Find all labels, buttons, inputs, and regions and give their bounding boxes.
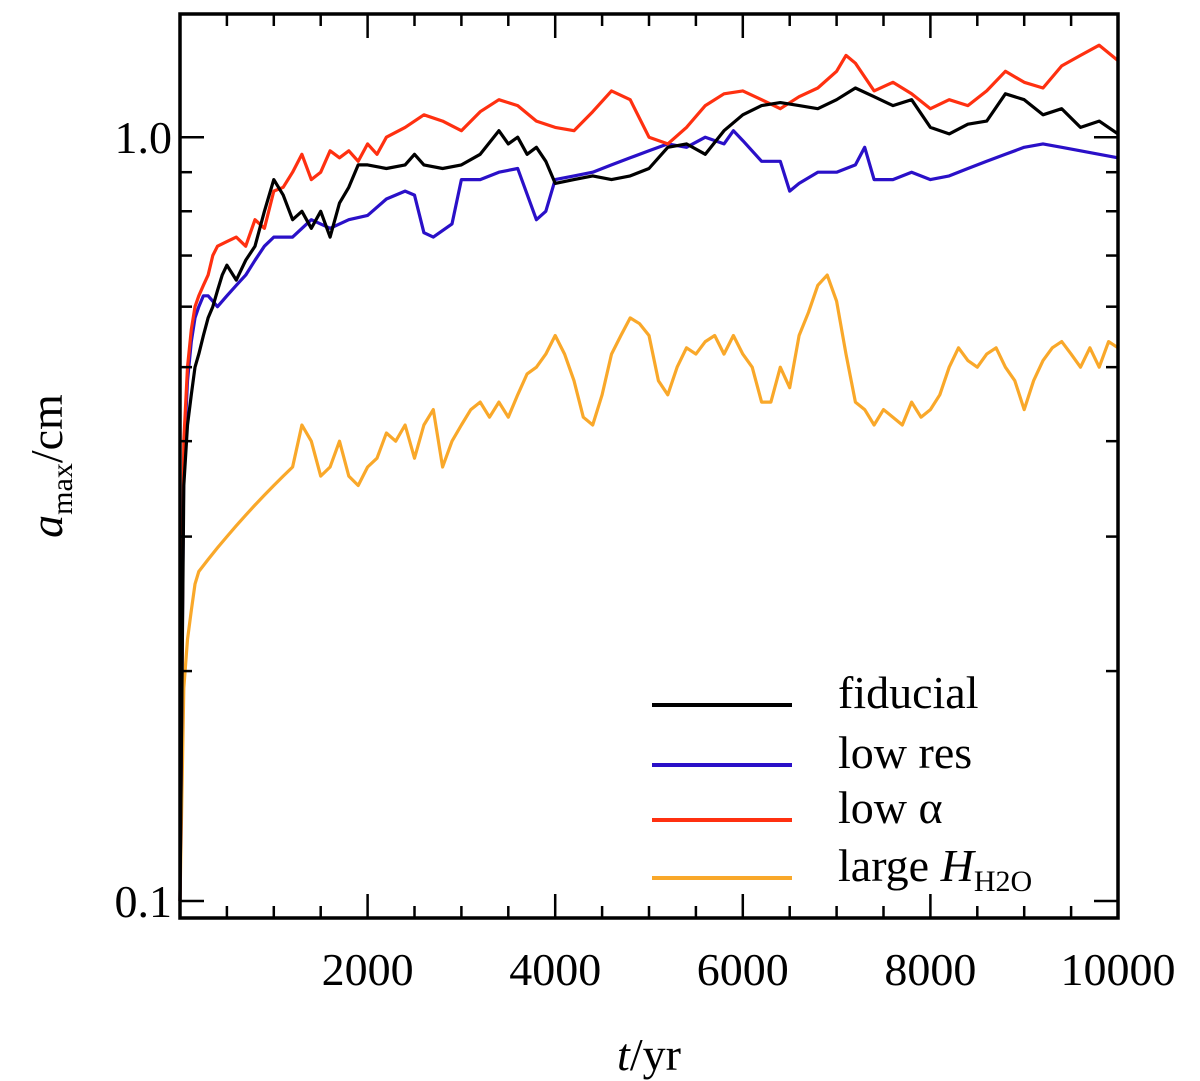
- x-tick-label: 8000: [884, 944, 976, 995]
- legend-label: large HH2O: [838, 840, 1032, 898]
- legend-label: low α: [838, 782, 943, 833]
- series-line-low-: [178, 43, 1120, 902]
- x-tick-label: 2000: [322, 944, 414, 995]
- series-line-large-h-h2o: [178, 273, 1119, 902]
- x-axis-label-rest: /yr: [630, 1029, 681, 1080]
- x-tick-label: 4000: [509, 944, 601, 995]
- x-axis-label-italic: t: [617, 1029, 631, 1080]
- y-axis-label: amax/cm: [21, 394, 79, 538]
- x-axis-label: t/yr: [617, 1029, 681, 1080]
- y-axis-label-italic: a: [21, 515, 72, 538]
- y-tick-label: 1.0: [115, 112, 173, 163]
- series-line-low-res: [178, 129, 1119, 902]
- x-tick-label: 10000: [1061, 944, 1176, 995]
- legend-label: low res: [838, 727, 972, 778]
- y-tick-label: 0.1: [115, 876, 173, 927]
- series-layer: [178, 43, 1120, 902]
- y-axis-label-rest: /cm: [21, 394, 72, 463]
- y-axis-label-sub: max: [46, 463, 79, 515]
- x-tick-label: 6000: [697, 944, 789, 995]
- legend-label: fiducial: [838, 667, 979, 718]
- series-line-fiducial: [178, 86, 1119, 902]
- tick-layer: 2000 4000 6000 8000 10000 0.1 1.0: [115, 14, 1176, 995]
